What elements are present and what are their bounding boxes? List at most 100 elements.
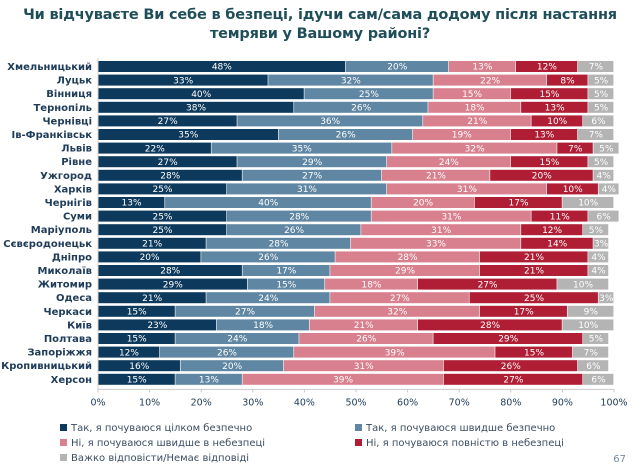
- data-label: 10%: [547, 117, 567, 127]
- bar-segment-5: [593, 169, 614, 181]
- bar-segment-1: [98, 319, 217, 331]
- legend-label: Ні, я почуваюся повністю в небезпеці: [366, 438, 564, 449]
- bar-segment-1: [98, 373, 175, 385]
- category-label: Чернігів: [45, 198, 92, 209]
- bar-segment-2: [175, 333, 299, 344]
- bar-segment-1: [98, 360, 180, 372]
- bar-segment-3: [371, 197, 475, 208]
- bar-segment-3: [412, 129, 511, 140]
- data-label: 31%: [354, 362, 374, 372]
- bar-segment-3: [433, 88, 511, 100]
- bar-segment-5: [577, 61, 614, 72]
- bar-segment-2: [227, 210, 371, 222]
- bar-segment-2: [278, 129, 413, 140]
- legend-label: Важко відповісти/Немає відповіді: [71, 453, 250, 464]
- data-label: 3%: [599, 294, 614, 304]
- data-label: 7%: [589, 131, 604, 141]
- data-label: 20%: [222, 362, 242, 372]
- bar-segment-5: [577, 360, 609, 372]
- data-label: 13%: [472, 63, 492, 73]
- bar-segment-4: [469, 292, 598, 304]
- bar-segment-5: [593, 237, 609, 249]
- bar-segment-4: [521, 224, 583, 236]
- data-label: 5%: [589, 226, 604, 236]
- legend-swatch: [355, 439, 362, 446]
- bar-segment-5: [572, 346, 609, 358]
- bar-segment-5: [588, 265, 609, 276]
- data-label: 25%: [524, 294, 544, 304]
- data-label: 25%: [359, 90, 379, 100]
- bar-segment-3: [314, 305, 480, 317]
- data-label: 27%: [478, 280, 498, 290]
- bar-segment-5: [588, 88, 614, 100]
- bar-segment-5: [562, 197, 614, 208]
- data-label: 25%: [152, 226, 172, 236]
- data-label: 24%: [258, 294, 278, 304]
- data-label: 10%: [573, 280, 593, 290]
- data-label: 25%: [152, 212, 172, 222]
- data-label: 26%: [284, 226, 304, 236]
- bar-segment-5: [593, 142, 619, 154]
- data-label: 21%: [524, 253, 544, 263]
- bar-segment-3: [309, 319, 418, 331]
- category-label: Хмельницький: [7, 62, 92, 73]
- data-label: 5%: [594, 90, 609, 100]
- data-label: 48%: [212, 63, 232, 73]
- data-label: 26%: [501, 362, 521, 372]
- bar-segment-4: [433, 333, 583, 344]
- data-label: 33%: [173, 76, 193, 86]
- category-label: Одеса: [56, 293, 92, 304]
- bar-segment-1: [98, 346, 160, 358]
- data-label: 13%: [199, 376, 219, 386]
- bar-segment-2: [206, 292, 330, 304]
- category-label: Київ: [67, 319, 92, 331]
- bar-segment-2: [237, 156, 387, 168]
- data-label: 28%: [289, 212, 309, 222]
- data-label: 20%: [413, 199, 433, 209]
- bar-segment-1: [98, 197, 165, 208]
- category-label: Чернівці: [42, 116, 92, 127]
- bar-segment-3: [386, 156, 511, 168]
- category-label: Тернопіль: [33, 103, 92, 114]
- category-label: Харків: [54, 184, 92, 195]
- bar-segment-3: [386, 183, 547, 195]
- data-label: 17%: [276, 267, 296, 277]
- data-label: 21%: [354, 321, 374, 331]
- bar-segment-4: [546, 74, 588, 86]
- bar-segment-2: [201, 251, 335, 263]
- x-tick-label: 20%: [191, 397, 212, 408]
- legend-item: Важко відповісти/Немає відповіді: [60, 453, 249, 464]
- data-label: 38%: [186, 104, 206, 114]
- bar-segment-3: [392, 142, 557, 154]
- data-label: 21%: [524, 267, 544, 277]
- bar-segment-2: [345, 61, 449, 72]
- data-label: 36%: [320, 117, 340, 127]
- category-label: Полтава: [44, 334, 92, 345]
- legend-label: Так, я почуваюся цілком безпечно: [71, 423, 253, 434]
- bar-segment-5: [583, 333, 609, 344]
- bar-segment-2: [175, 305, 315, 317]
- data-label: 18%: [253, 321, 273, 331]
- legend-item: Так, я почуваюся швидше безпечно: [355, 423, 555, 434]
- data-label: 22%: [480, 76, 500, 86]
- data-label: 17%: [514, 308, 534, 318]
- data-label: 27%: [235, 308, 255, 318]
- bar-segment-3: [371, 210, 531, 222]
- chart-title-line-2: темряви у Вашому районі?: [209, 26, 431, 42]
- data-label: 21%: [142, 294, 162, 304]
- bar-segment-4: [495, 346, 573, 358]
- bar-segment-3: [428, 101, 521, 113]
- category-label: Луцьк: [57, 76, 93, 87]
- data-label: 13%: [545, 104, 565, 114]
- bar-segment-3: [330, 265, 480, 276]
- data-label: 31%: [431, 226, 451, 236]
- bar-segment-1: [98, 156, 237, 168]
- data-label: 6%: [597, 212, 612, 222]
- data-label: 39%: [385, 348, 405, 358]
- data-label: 18%: [465, 104, 485, 114]
- bar-segment-4: [417, 319, 562, 331]
- data-label: 6%: [586, 362, 601, 372]
- bar-segment-1: [98, 305, 175, 317]
- legend-swatch: [60, 454, 67, 461]
- category-labels: Хмельницький Луцьк Вінниця Тернопіль Чернівц…: [1, 62, 92, 386]
